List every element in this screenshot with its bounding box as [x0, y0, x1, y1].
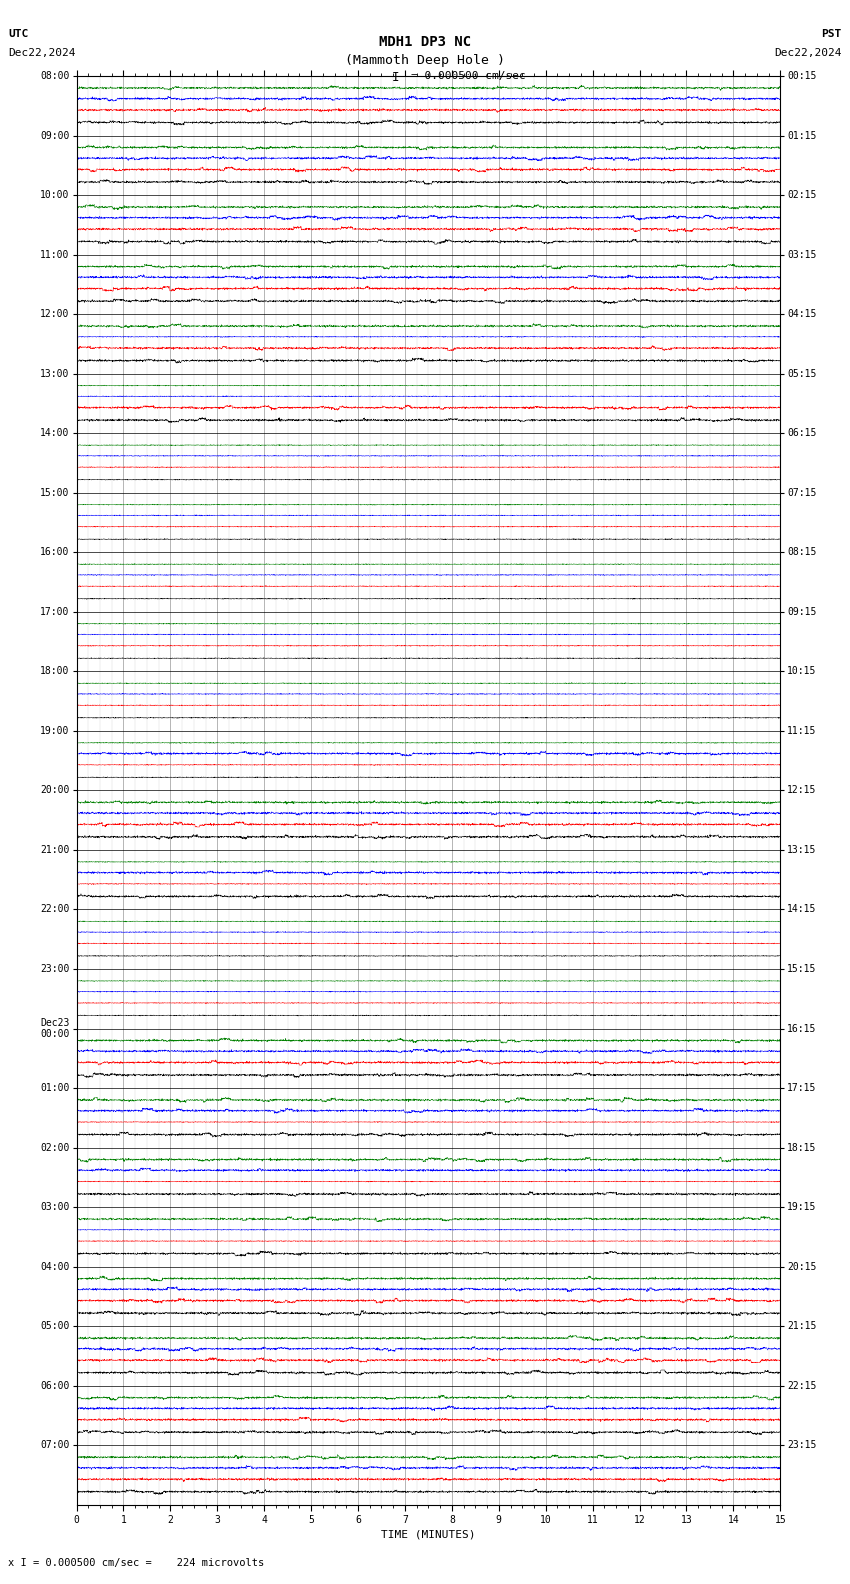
Text: MDH1 DP3 NC: MDH1 DP3 NC: [379, 35, 471, 49]
Text: UTC: UTC: [8, 29, 29, 38]
Text: x I = 0.000500 cm/sec =    224 microvolts: x I = 0.000500 cm/sec = 224 microvolts: [8, 1559, 264, 1568]
Text: PST: PST: [821, 29, 842, 38]
X-axis label: TIME (MINUTES): TIME (MINUTES): [381, 1530, 476, 1540]
Text: I: I: [392, 71, 399, 84]
Text: (Mammoth Deep Hole ): (Mammoth Deep Hole ): [345, 54, 505, 67]
Text: = 0.000500 cm/sec: = 0.000500 cm/sec: [411, 71, 525, 81]
Text: Dec22,2024: Dec22,2024: [8, 48, 76, 57]
Text: Dec22,2024: Dec22,2024: [774, 48, 842, 57]
